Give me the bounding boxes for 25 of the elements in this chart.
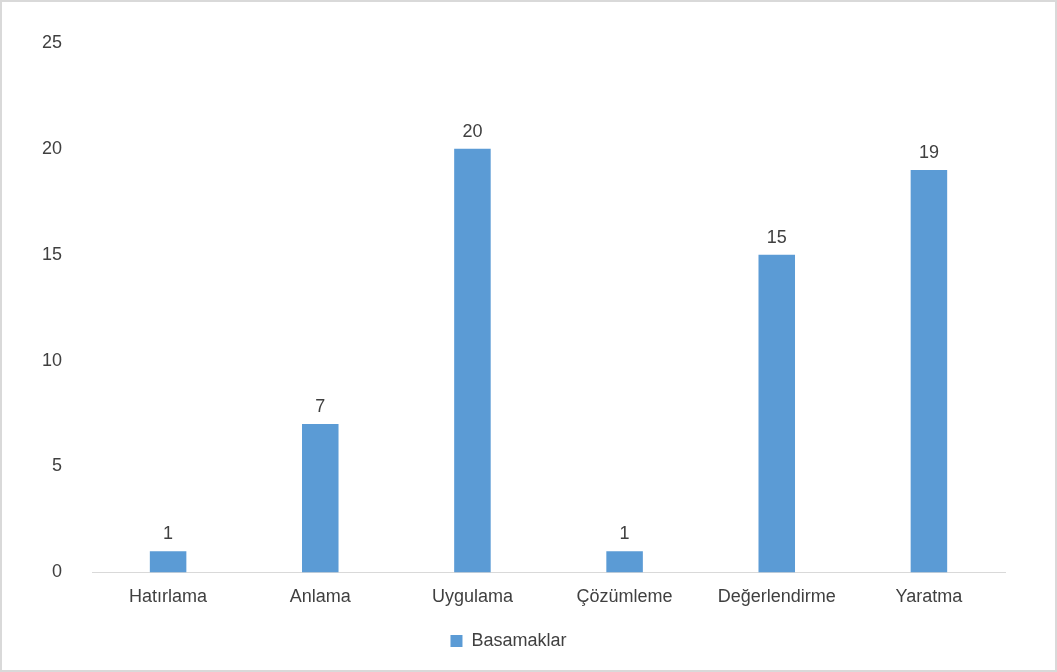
data-label: 19 [918, 141, 939, 162]
bar [606, 551, 643, 573]
y-tick-label: 0 [52, 561, 63, 582]
y-tick-label: 5 [52, 455, 63, 476]
x-tick-label: Anlama [289, 586, 352, 607]
bar [910, 169, 948, 573]
legend-label: Basamaklar [471, 629, 567, 650]
bar [758, 254, 796, 573]
x-tick-label: Yaratma [895, 586, 964, 607]
x-tick-label: Değerlendirme [717, 586, 836, 607]
data-label: 1 [163, 523, 174, 544]
data-label: 1 [619, 523, 630, 544]
x-tick-label: Çözümleme [576, 586, 673, 607]
y-tick-label: 20 [41, 137, 63, 158]
bar [302, 424, 339, 573]
y-tick-label: 25 [41, 31, 63, 52]
x-tick-label: Uygulama [431, 586, 514, 607]
data-label: 15 [766, 226, 787, 247]
bar [454, 148, 491, 573]
bar [149, 551, 187, 573]
x-tick-label: Hatırlama [129, 586, 209, 607]
y-tick-label: 15 [41, 243, 63, 264]
y-tick-label: 10 [41, 349, 63, 370]
data-label: 7 [315, 396, 326, 417]
data-label: 20 [462, 120, 483, 141]
